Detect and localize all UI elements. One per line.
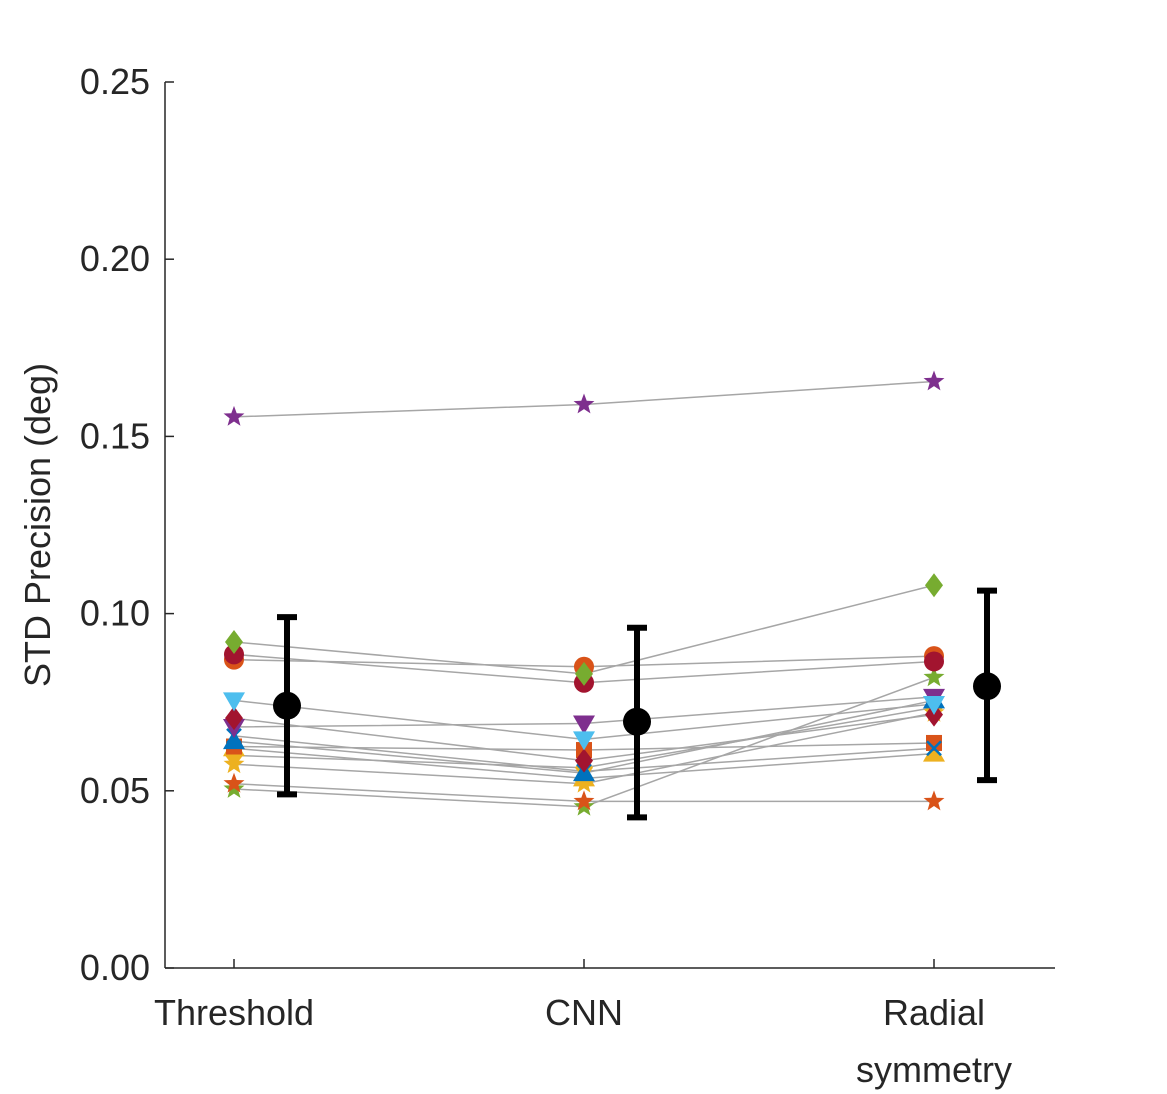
subject-10-point-3 <box>926 734 942 751</box>
subject-1-point-1 <box>223 405 245 426</box>
x-tick-label-2: Radial <box>883 992 985 1033</box>
subject-14-point-3 <box>923 790 945 811</box>
subject-9-point-1 <box>223 730 245 750</box>
y-axis-ticks: 0.00 0.05 0.10 0.15 0.20 0.25 <box>80 61 174 988</box>
subject-2-point-1 <box>225 629 243 654</box>
x-tick-label-2-line2: symmetry <box>856 1049 1012 1090</box>
mean-point-2 <box>623 707 651 736</box>
y-tick-label-3: 0.15 <box>80 415 150 456</box>
subject-6-point-2 <box>575 748 593 773</box>
y-tick-label-0: 0.00 <box>80 947 150 988</box>
mean-point-1 <box>273 691 301 720</box>
y-tick-label-5: 0.25 <box>80 61 150 102</box>
subject-3-point-3 <box>924 651 944 672</box>
subject-15-point-3 <box>923 666 945 687</box>
subject-14-point-1 <box>223 772 245 793</box>
y-tick-label-1: 0.05 <box>80 770 150 811</box>
subject-8-point-3-stroke-b <box>926 740 942 757</box>
x-tick-label-1: CNN <box>545 992 623 1033</box>
subject-2-point-3 <box>925 573 943 598</box>
y-tick-label-2: 0.10 <box>80 593 150 634</box>
subject-1-point-3 <box>923 370 945 391</box>
subject-6-point-1 <box>225 706 243 731</box>
subject-7-point-2 <box>573 715 595 735</box>
subject-1-point-2 <box>573 393 595 414</box>
subject-11-point-3 <box>923 742 945 762</box>
y-axis-label: STD Precision (deg) <box>17 363 58 687</box>
subject-markers <box>223 370 945 816</box>
subject-8-point-3 <box>926 740 942 757</box>
axes: 0.00 0.05 0.10 0.15 0.20 0.25 Threshold CNN Rad… <box>17 61 1055 1090</box>
subject-2-point-2 <box>575 661 593 686</box>
subject-5-point-2 <box>573 731 595 751</box>
subject-3-point-1 <box>224 644 244 665</box>
y-tick-label-4: 0.20 <box>80 238 150 279</box>
subject-14-point-2 <box>573 790 595 811</box>
x-tick-label-0: Threshold <box>154 992 314 1033</box>
subject-5-point-1 <box>223 692 245 712</box>
x-axis-ticks: Threshold CNN Radial symmetry <box>154 959 1012 1090</box>
subject-5-point-3 <box>923 695 945 715</box>
mean-point-3 <box>973 672 1001 701</box>
summary-markers <box>273 587 1001 821</box>
